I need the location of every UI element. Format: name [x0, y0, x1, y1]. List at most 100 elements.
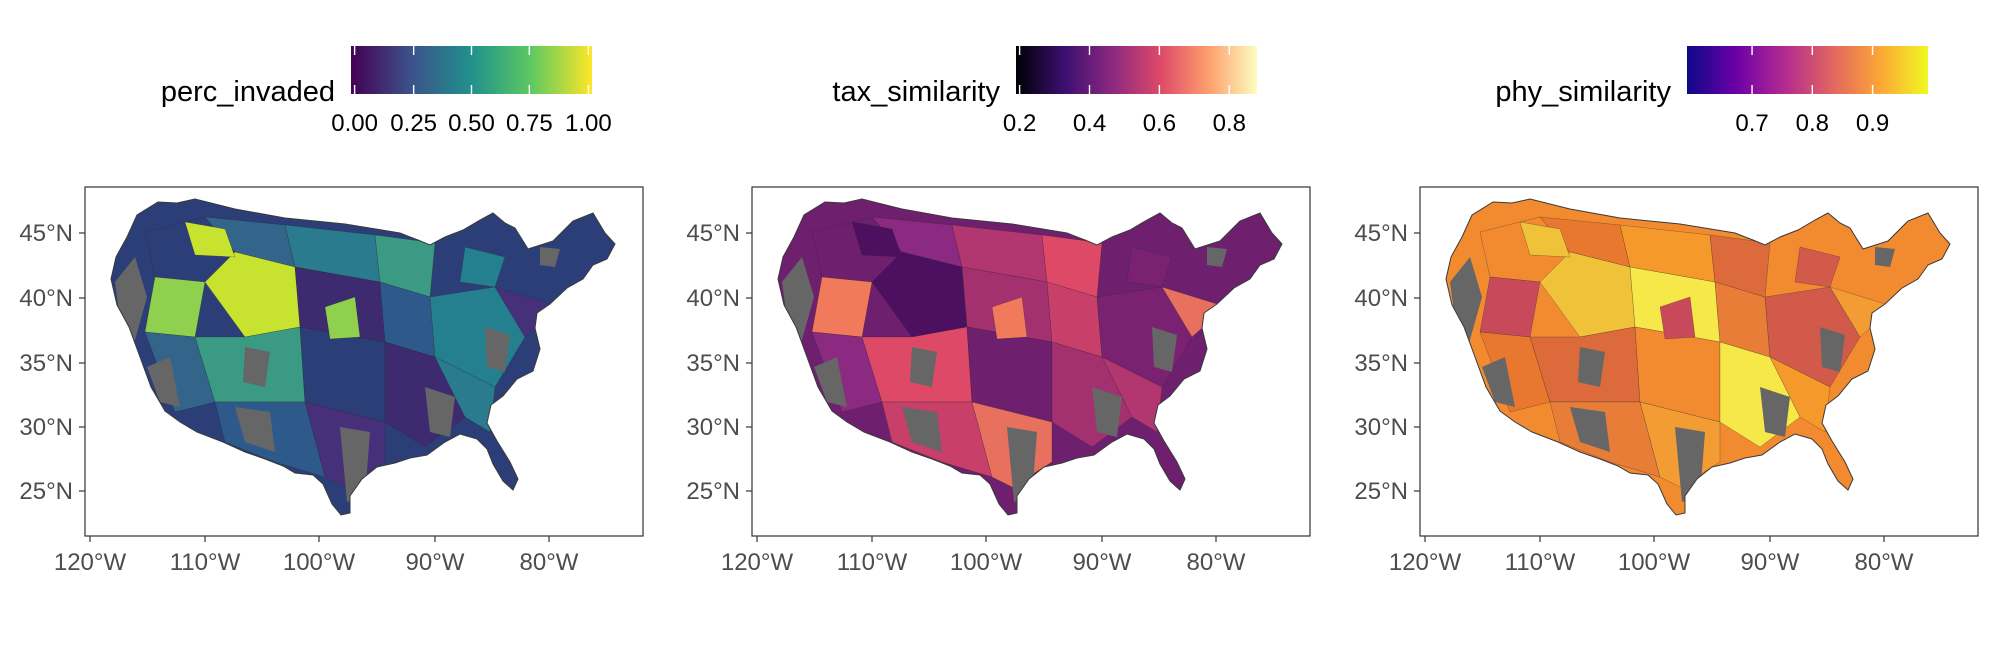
no-data-region	[1152, 327, 1177, 372]
x-tick-label: 90°W	[1741, 549, 1800, 576]
no-data-region	[1092, 387, 1122, 437]
colorbar-label: 0.75	[506, 110, 553, 137]
x-tick-label: 100°W	[283, 549, 356, 576]
y-tick-label: 35°N	[1354, 350, 1408, 377]
y-tick-label: 45°N	[686, 220, 740, 247]
legend-title: phy_similarity	[1495, 76, 1671, 108]
us-map	[1445, 198, 1951, 516]
legend-tax-similarity: tax_similarity 0.2 0.4 0.6 0.8	[832, 46, 1257, 137]
no-data-region	[243, 347, 270, 387]
ecoregion	[1794, 246, 1841, 288]
x-axis: 120°W 110°W 100°W 90°W 80°W	[1389, 549, 1914, 576]
colorbar-label: 1.00	[565, 110, 612, 137]
no-data-region	[1760, 387, 1790, 437]
x-tick-label: 80°W	[1855, 549, 1914, 576]
y-axis: 45°N 40°N 35°N 30°N 25°N	[1354, 220, 1408, 505]
map-area	[1419, 186, 1979, 537]
no-data-region	[235, 407, 275, 452]
colorbar-ticks	[353, 46, 590, 94]
no-data-region	[910, 347, 937, 387]
x-tick-label: 110°W	[837, 549, 908, 576]
colorbar-label: 0.7	[1735, 110, 1768, 137]
legend-phy-similarity: phy_similarity 0.7 0.8 0.9	[1495, 46, 1928, 137]
x-tick-label: 110°W	[1505, 549, 1576, 576]
ecoregion	[991, 296, 1028, 340]
us-outline	[110, 198, 616, 516]
y-tick-label: 25°N	[686, 478, 740, 505]
x-tick-label: 120°W	[1389, 549, 1462, 576]
no-data-region	[1482, 357, 1515, 407]
y-tick-label: 25°N	[1354, 478, 1408, 505]
us-outline	[1445, 198, 1951, 516]
colorbar-label: 0.2	[1003, 110, 1036, 137]
no-data-region	[1207, 247, 1227, 267]
panel-phy-similarity: phy_similarity 0.7 0.8 0.9 45°N 40°N 35°…	[1354, 46, 1979, 576]
x-tick-label: 120°W	[54, 549, 127, 576]
colorbar-labels: 0.7 0.8 0.9	[1735, 110, 1889, 137]
y-tick-label: 35°N	[686, 350, 740, 377]
y-tick-label: 35°N	[19, 350, 73, 377]
colorbar-label: 0.4	[1073, 110, 1106, 137]
legend-title: perc_invaded	[161, 76, 335, 108]
y-tick-label: 40°N	[19, 285, 73, 312]
y-tick-label: 45°N	[1354, 220, 1408, 247]
colorbar-label: 0.25	[390, 110, 437, 137]
ecoregion	[184, 221, 236, 258]
colorbar-label: 0.00	[331, 110, 378, 137]
legend-perc-invaded: perc_invaded 0.00 0.25 0.50 0.75 1.00	[161, 46, 612, 137]
y-tick-label: 30°N	[686, 414, 740, 441]
no-data-region	[540, 247, 560, 267]
ecoregion	[459, 246, 506, 288]
colorbar-label: 0.8	[1213, 110, 1246, 137]
x-tick-label: 90°W	[1073, 549, 1132, 576]
colorbar-label: 0.9	[1856, 110, 1889, 137]
ecoregion	[144, 276, 206, 338]
y-tick-label: 40°N	[686, 285, 740, 312]
no-data-region	[1875, 247, 1895, 267]
y-axis: 45°N 40°N 35°N 30°N 25°N	[686, 220, 740, 505]
x-axis: 120°W 110°W 100°W 90°W 80°W	[54, 549, 579, 576]
y-tick-label: 45°N	[19, 220, 73, 247]
ecoregion	[851, 221, 903, 258]
x-axis: 120°W 110°W 100°W 90°W 80°W	[721, 549, 1246, 576]
x-tick-label: 120°W	[721, 549, 794, 576]
y-tick-label: 40°N	[1354, 285, 1408, 312]
y-tick-label: 30°N	[1354, 414, 1408, 441]
y-axis: 45°N 40°N 35°N 30°N 25°N	[19, 220, 73, 505]
no-data-region	[1570, 407, 1610, 452]
map-area	[84, 186, 644, 537]
colorbar-label: 0.8	[1796, 110, 1829, 137]
ecoregion	[811, 276, 873, 338]
x-tick-label: 110°W	[170, 549, 241, 576]
colorbar-ticks	[1751, 46, 1874, 94]
us-map	[777, 198, 1283, 516]
x-tick-label: 80°W	[520, 549, 579, 576]
no-data-region	[1820, 327, 1845, 372]
us-map	[110, 198, 616, 516]
colorbar	[1687, 46, 1928, 94]
colorbar	[1016, 46, 1257, 94]
y-tick-label: 30°N	[19, 414, 73, 441]
colorbar-label: 0.6	[1143, 110, 1176, 137]
panel-tax-similarity: tax_similarity 0.2 0.4 0.6 0.8 45°N 40°N…	[686, 46, 1311, 576]
map-area	[751, 186, 1311, 537]
no-data-region	[485, 327, 510, 372]
no-data-region	[147, 357, 180, 407]
no-data-region	[425, 387, 455, 437]
ecoregion	[1126, 246, 1173, 288]
ecoregion	[1659, 296, 1696, 340]
us-outline	[777, 198, 1283, 516]
panel-perc-invaded: perc_invaded 0.00 0.25 0.50 0.75 1.00 45…	[19, 46, 644, 576]
ecoregion	[1519, 221, 1571, 258]
y-tick-label: 25°N	[19, 478, 73, 505]
ecoregion	[1479, 276, 1541, 338]
colorbar-ticks	[1018, 46, 1230, 94]
ecoregion	[324, 296, 361, 340]
x-tick-label: 100°W	[950, 549, 1023, 576]
x-tick-label: 80°W	[1187, 549, 1246, 576]
no-data-region	[814, 357, 847, 407]
no-data-region	[1578, 347, 1605, 387]
legend-title: tax_similarity	[832, 76, 1000, 108]
no-data-region	[902, 407, 942, 452]
colorbar-label: 0.50	[448, 110, 495, 137]
